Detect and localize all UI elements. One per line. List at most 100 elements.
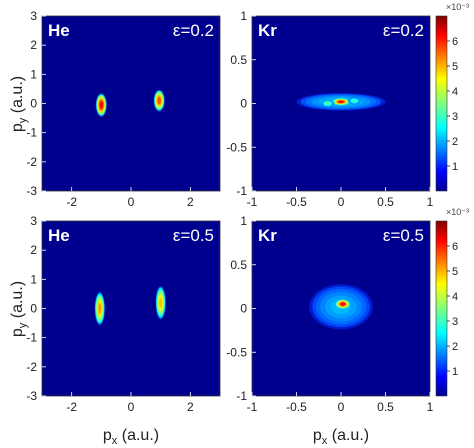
x-tick-label: 1 xyxy=(427,195,434,209)
atom-label: He xyxy=(48,226,70,245)
x-tick-label: 2 xyxy=(187,400,194,414)
x-tick-label: -1 xyxy=(247,195,258,209)
x-axis-label-main: p xyxy=(103,427,112,444)
x-tick-label: -0.5 xyxy=(286,195,307,209)
colorbar-tick-layer: 1 2 3 4 5 6 xyxy=(447,36,458,173)
colorbar-tick-label: 3 xyxy=(452,111,458,123)
y-axis-label: py (a.u.) xyxy=(9,281,29,337)
x-tick-label: 2 xyxy=(187,195,194,209)
hotspot-1-level-5 xyxy=(338,100,344,103)
hotspot-layer xyxy=(296,93,386,111)
y-axis-label-sub: y xyxy=(17,322,29,328)
y-tick-label: -0.5 xyxy=(226,140,247,154)
colorbar-tick-label: 2 xyxy=(452,341,458,353)
hotspot-0-level-5 xyxy=(98,303,102,314)
colorbar-tick-label: 5 xyxy=(452,61,458,73)
epsilon-label: ε=0.2 xyxy=(173,21,214,40)
y-axis-label-main: p xyxy=(9,123,26,132)
y-tick-layer: 3 2 1 0 -1 -2 -3 xyxy=(26,214,46,403)
y-axis-label: py (a.u.) xyxy=(9,76,29,132)
colorbar-exponent: ×10⁻³ xyxy=(446,2,469,12)
colorbar-tick-label: 6 xyxy=(452,241,458,253)
y-tick-label: 0 xyxy=(30,302,37,316)
y-axis-label-main: p xyxy=(9,328,26,337)
y-tick-label: 0.5 xyxy=(230,258,247,272)
x-tick-layer: -1 -0.5 0 0.5 1 xyxy=(247,392,434,414)
y-tick-label: -2 xyxy=(26,360,37,374)
hotspot-1-level-5 xyxy=(159,297,163,308)
panel-he-eps-0.2: -2 0 2 3 2 1 0 -1 -2 -3 He ε=0.2 py (a.u.) xyxy=(9,9,221,209)
y-axis-label-sub: y xyxy=(17,117,29,123)
atom-label: He xyxy=(48,21,70,40)
y-tick-label: -3 xyxy=(26,389,37,403)
x-axis-label-main: p xyxy=(313,427,322,444)
y-tick-label: -1 xyxy=(236,184,247,198)
x-tick-layer: -2 0 2 xyxy=(66,187,194,209)
x-tick-label: 1 xyxy=(427,400,434,414)
y-tick-label: 2 xyxy=(30,38,37,52)
y-tick-label: -1 xyxy=(26,126,37,140)
x-tick-label: 0 xyxy=(128,195,135,209)
x-axis-label-sub: x xyxy=(322,435,328,447)
y-tick-label: 3 xyxy=(30,9,37,23)
epsilon-label: ε=0.2 xyxy=(383,21,424,40)
colorbar-gradient xyxy=(435,220,448,397)
hotspot-layer xyxy=(309,284,373,330)
y-tick-label: -1 xyxy=(26,331,37,345)
y-tick-label: 1 xyxy=(30,272,37,286)
hotspot-layer xyxy=(95,89,165,117)
y-tick-label: 3 xyxy=(30,214,37,228)
x-tick-label: -0.5 xyxy=(286,400,307,414)
y-tick-label: 1 xyxy=(240,9,247,23)
x-tick-label: -2 xyxy=(66,195,77,209)
colorbar-tick-label: 4 xyxy=(452,86,458,98)
colorbar: 1 2 3 4 5 6 ×10⁻³ xyxy=(435,207,469,397)
y-tick-label: 0.5 xyxy=(230,53,247,67)
x-axis-label: px (a.u.) xyxy=(313,427,369,447)
plot-area xyxy=(41,220,221,397)
x-tick-layer: -2 0 2 xyxy=(66,392,194,414)
y-axis-label-unit: (a.u.) xyxy=(9,76,26,118)
y-tick-layer: 3 2 1 0 -1 -2 -3 xyxy=(26,9,46,198)
x-tick-label: 0.5 xyxy=(377,400,394,414)
hotspot-1-level-5 xyxy=(340,302,346,306)
x-tick-label: 0 xyxy=(338,400,345,414)
x-tick-label: 0.5 xyxy=(377,195,394,209)
plot-area xyxy=(41,15,221,192)
colorbar-tick-label: 6 xyxy=(452,36,458,48)
x-axis-label-unit: (a.u.) xyxy=(327,427,369,444)
hotspot-0-level-5 xyxy=(99,101,104,109)
colorbar-tick-label: 3 xyxy=(452,316,458,328)
colorbar-tick-layer: 1 2 3 4 5 6 xyxy=(447,241,458,378)
y-tick-label: 0 xyxy=(240,97,247,111)
colorbar-exponent: ×10⁻³ xyxy=(446,207,469,217)
y-tick-label: 1 xyxy=(240,214,247,228)
colorbar-tick-label: 4 xyxy=(452,291,458,303)
y-axis-label-unit: (a.u.) xyxy=(9,281,26,323)
x-tick-label: -1 xyxy=(247,400,258,414)
hotspot-layer xyxy=(94,286,166,326)
x-tick-label: 0 xyxy=(128,400,135,414)
colorbar-tick-label: 2 xyxy=(452,136,458,148)
x-tick-label: 0 xyxy=(338,195,345,209)
x-axis-label: px (a.u.) xyxy=(103,427,159,447)
epsilon-label: ε=0.5 xyxy=(173,226,214,245)
y-tick-label: -2 xyxy=(26,155,37,169)
y-tick-label: -3 xyxy=(26,184,37,198)
y-tick-layer: 1 0.5 0 -0.5 -1 xyxy=(226,214,256,403)
colorbar-tick-label: 1 xyxy=(452,161,458,173)
colorbar-tick-label: 1 xyxy=(452,366,458,378)
panel-kr-eps-0.2: -1 -0.5 0 0.5 1 1 0.5 0 -0.5 -1 Kr ε=0.2 1 2 3 4 5 6 … xyxy=(226,2,469,209)
hotspot-1-level-5 xyxy=(157,97,161,105)
x-tick-layer: -1 -0.5 0 0.5 1 xyxy=(247,187,434,209)
y-tick-label: -0.5 xyxy=(226,345,247,359)
colorbar-tick-label: 5 xyxy=(452,266,458,278)
hotspot-3-level-5 xyxy=(352,99,357,103)
epsilon-label: ε=0.5 xyxy=(383,226,424,245)
x-axis-label-sub: x xyxy=(112,435,118,447)
y-tick-label: 2 xyxy=(30,243,37,257)
atom-label: Kr xyxy=(258,21,277,40)
y-tick-label: 0 xyxy=(30,97,37,111)
